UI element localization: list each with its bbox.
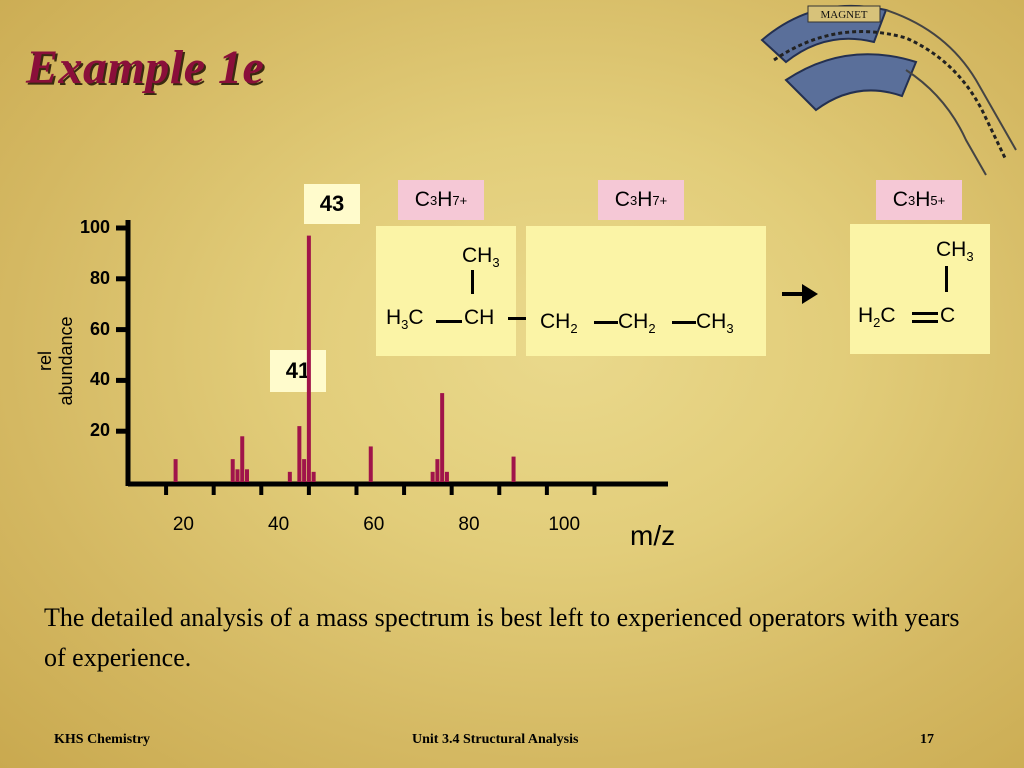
x-tick-label: 80 — [458, 514, 480, 535]
x-tick-label: 40 — [268, 514, 290, 535]
y-tick-label: 100 — [79, 217, 110, 237]
allyl-structure: CH3 H2C C — [850, 224, 990, 354]
y-tick-label: 20 — [89, 420, 110, 441]
y-tick-label: 40 — [89, 369, 110, 390]
footer-center: Unit 3.4 Structural Analysis — [412, 732, 579, 747]
allyl-double-bond-2 — [912, 320, 938, 323]
isopropyl-ch: CH — [464, 306, 495, 329]
allyl-methyl-group: CH3 — [936, 238, 974, 265]
peak-41-label: 41 — [270, 350, 326, 392]
peak-43-label: 43 — [304, 184, 360, 224]
propyl-ch2-a: CH2 — [540, 310, 578, 337]
spectrum-peak — [511, 456, 516, 482]
spectrum-peak — [440, 393, 445, 482]
isopropyl-methyl-group: CH3 — [462, 244, 500, 271]
spectrum-peak — [311, 471, 316, 482]
propyl-ch2-b: CH2 — [618, 310, 656, 337]
propyl-structure: CH2 CH2 CH3 — [526, 226, 766, 356]
spectrum-peak — [235, 469, 240, 482]
x-axis-unit-label: m/z — [630, 520, 676, 551]
y-tick-label: 60 — [89, 318, 110, 339]
isopropyl-left-methyl: H3C — [386, 306, 424, 333]
allyl-ch2: H2C — [858, 304, 896, 331]
x-tick-label: 20 — [172, 514, 194, 535]
spectrum-peak — [245, 469, 249, 482]
allyl-vertical-bond — [945, 266, 948, 292]
spectrum-peak — [430, 471, 435, 482]
mass-spectrometer-magnet-image: MAGNET — [760, 4, 1017, 176]
right-arrow-icon — [782, 284, 818, 304]
spectrum-peak — [240, 436, 245, 482]
footer-left: KHS Chemistry — [54, 732, 151, 747]
magnet-label: MAGNET — [820, 9, 867, 21]
allyl-double-bond — [912, 312, 938, 315]
y-tick-label: 80 — [89, 267, 110, 288]
isopropyl-vertical-bond — [471, 270, 474, 294]
formula-c3h5: C 3 H 5 + — [876, 180, 962, 220]
x-tick-label: 100 — [548, 514, 581, 535]
spectrum-peak — [173, 459, 178, 482]
propyl-bond-2 — [672, 321, 696, 324]
body-text: The detailed analysis of a mass spectrum… — [44, 603, 960, 672]
propyl-bond-1 — [594, 321, 618, 324]
spectrum-peak — [444, 471, 449, 482]
spectrum-peak — [368, 446, 373, 482]
chain-bond — [508, 317, 534, 320]
allyl-c: C — [940, 304, 956, 327]
footer-page-number: 17 — [920, 732, 934, 747]
spectrum-peak — [287, 471, 292, 482]
formula-c3h7-2: C 3 H 7 + — [598, 180, 684, 220]
spectrum-peak — [302, 459, 307, 482]
isopropyl-structure: CH3 H3C CH — [376, 226, 516, 356]
spectrum-peak — [230, 459, 235, 482]
propyl-ch3: CH3 — [696, 310, 734, 337]
spectrum-peak — [435, 459, 440, 482]
isopropyl-horizontal-bond — [436, 320, 462, 323]
formula-c3h7-1: C 3 H 7 + — [398, 180, 484, 220]
slide-title: Example 1e — [26, 41, 265, 94]
x-tick-label: 60 — [363, 514, 385, 535]
spectrum-peak — [297, 426, 302, 482]
